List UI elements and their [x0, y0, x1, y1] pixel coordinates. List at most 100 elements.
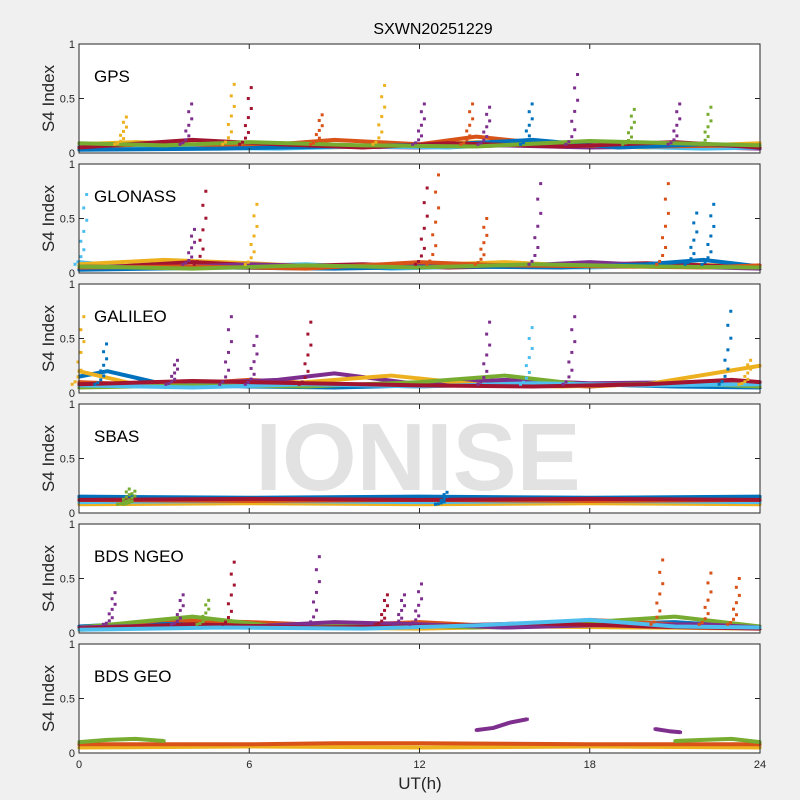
data-point [303, 376, 307, 380]
data-point [431, 253, 435, 257]
data-point [184, 129, 188, 133]
data-point [389, 374, 393, 378]
spike-yellow [221, 82, 236, 146]
data-point [400, 599, 404, 603]
data-point [692, 221, 696, 225]
data-point [743, 374, 747, 378]
spike-orange [459, 102, 475, 146]
data-point [626, 131, 630, 135]
spike-orange [726, 577, 741, 626]
data-point [720, 380, 724, 384]
data-point [190, 117, 194, 121]
data-point [76, 360, 80, 364]
data-point [692, 238, 696, 242]
data-point [576, 73, 580, 77]
data-point [201, 620, 205, 624]
data-point [397, 619, 401, 623]
data-point [695, 211, 699, 215]
data-point [127, 498, 131, 502]
data-point [488, 105, 492, 109]
data-point [678, 117, 682, 121]
data-point [476, 261, 480, 265]
data-point [191, 264, 194, 268]
data-point [119, 502, 123, 506]
data-point [663, 224, 667, 228]
data-point [178, 616, 182, 620]
data-point [709, 590, 713, 594]
data-point [178, 608, 182, 612]
data-point [709, 571, 713, 575]
data-point [246, 97, 250, 101]
data-point [652, 620, 656, 624]
spike-green [195, 598, 211, 626]
data-point [588, 620, 592, 624]
data-point [377, 136, 381, 140]
data-point [661, 254, 665, 258]
data-point [422, 102, 426, 106]
data-point [79, 255, 83, 259]
y-tick-label: 0 [69, 748, 75, 760]
data-point [110, 597, 114, 601]
data-point [332, 620, 336, 624]
data-point [442, 500, 446, 504]
data-point [332, 386, 336, 390]
data-point [229, 130, 233, 134]
data-point [729, 309, 733, 313]
data-point [229, 315, 233, 319]
data-point [524, 138, 528, 142]
data-point [192, 262, 196, 266]
data-point [531, 262, 535, 266]
data-point [73, 380, 77, 384]
data-point [573, 128, 577, 132]
data-point [247, 744, 251, 748]
data-point [570, 368, 574, 372]
data-point [658, 259, 662, 263]
data-point [559, 144, 563, 148]
data-point [530, 102, 534, 106]
y-tick-label: 1 [69, 519, 75, 531]
panel-label: GPS [94, 67, 130, 86]
data-point [588, 501, 592, 505]
data-point [527, 337, 531, 341]
data-point [297, 382, 301, 386]
data-point [536, 197, 540, 201]
data-point [726, 348, 730, 352]
data-point [104, 621, 108, 625]
data-point [226, 616, 230, 620]
data-point [425, 262, 429, 266]
data-point [309, 343, 313, 347]
data-point [224, 375, 228, 379]
data-point [476, 142, 480, 146]
data-point [749, 367, 753, 371]
data-point [524, 376, 528, 380]
plot-area [79, 164, 760, 273]
spike-purple [666, 102, 682, 146]
y-tick-label: 0.5 [60, 574, 75, 586]
data-point [201, 203, 205, 207]
data-point [439, 498, 443, 502]
data-point [445, 490, 449, 494]
data-point [414, 262, 418, 266]
data-point [703, 260, 707, 264]
data-point [317, 555, 321, 559]
data-point [181, 262, 185, 266]
data-point [229, 609, 233, 613]
data-point [178, 142, 182, 146]
data-point [303, 362, 307, 366]
data-point [567, 140, 571, 144]
data-point [229, 340, 233, 344]
data-point [121, 501, 125, 505]
data-point [380, 115, 384, 119]
data-point [418, 498, 421, 502]
data-point [420, 597, 424, 601]
data-point [175, 619, 179, 623]
data-point [436, 502, 440, 506]
data-point [191, 379, 194, 383]
panel-label: BDS NGEO [94, 547, 184, 566]
data-point [418, 383, 421, 387]
data-point [374, 622, 378, 626]
data-point [309, 142, 313, 146]
data-point [201, 247, 205, 251]
data-point [730, 737, 734, 741]
data-point [207, 607, 211, 611]
